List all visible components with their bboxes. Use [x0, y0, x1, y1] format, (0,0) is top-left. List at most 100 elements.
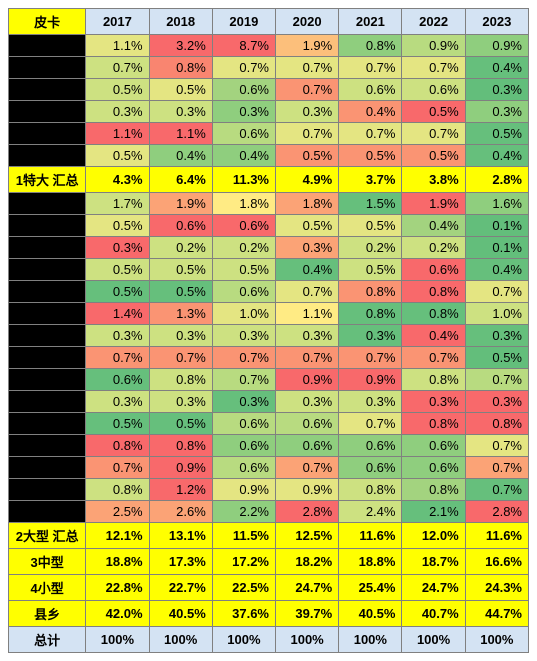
heat-cell: 0.8%: [149, 435, 212, 457]
heat-cell: 0.7%: [276, 347, 339, 369]
summary-cell: 11.6%: [339, 523, 402, 549]
heat-cell: 0.5%: [86, 145, 149, 167]
summary-label: 2大型 汇总: [9, 523, 86, 549]
heat-cell: 0.5%: [465, 123, 528, 145]
heat-cell: 0.7%: [339, 347, 402, 369]
heat-cell: 0.3%: [149, 391, 212, 413]
summary-cell: 18.8%: [339, 549, 402, 575]
heat-cell: 0.8%: [402, 479, 465, 501]
heat-cell: 1.0%: [465, 303, 528, 325]
heat-cell: 0.6%: [339, 457, 402, 479]
heat-cell: 1.1%: [149, 123, 212, 145]
heat-cell: 0.6%: [212, 215, 275, 237]
heat-cell: 0.7%: [86, 457, 149, 479]
pickup-heatmap-table: 皮卡 2017 2018 2019 2020 2021 2022 2023 1.…: [8, 8, 529, 653]
summary-cell: 22.7%: [149, 575, 212, 601]
heat-cell: 0.5%: [86, 413, 149, 435]
heat-cell: 1.1%: [86, 35, 149, 57]
heat-cell: 0.6%: [402, 79, 465, 101]
heat-cell: 0.9%: [276, 369, 339, 391]
heat-cell: 0.3%: [86, 237, 149, 259]
row-label-hidden: [9, 79, 86, 101]
heat-cell: 0.5%: [86, 281, 149, 303]
heat-cell: 0.6%: [212, 413, 275, 435]
heat-cell: 0.7%: [86, 347, 149, 369]
heat-cell: 0.7%: [339, 57, 402, 79]
heat-cell: 0.8%: [339, 303, 402, 325]
heat-cell: 1.2%: [149, 479, 212, 501]
total-cell: 100%: [339, 627, 402, 653]
heat-cell: 0.6%: [212, 457, 275, 479]
total-cell: 100%: [86, 627, 149, 653]
heat-cell: 0.8%: [402, 281, 465, 303]
summary-cell: 11.5%: [212, 523, 275, 549]
heat-cell: 0.4%: [212, 145, 275, 167]
heat-cell: 0.2%: [149, 237, 212, 259]
heat-cell: 0.7%: [276, 123, 339, 145]
table-row: 0.3%0.3%0.3%0.3%0.4%0.5%0.3%: [9, 101, 529, 123]
heat-cell: 0.7%: [276, 457, 339, 479]
table-row: 1.1%1.1%0.6%0.7%0.7%0.7%0.5%: [9, 123, 529, 145]
heat-cell: 0.8%: [149, 369, 212, 391]
heat-cell: 0.7%: [149, 347, 212, 369]
heat-cell: 0.8%: [149, 57, 212, 79]
table-row: 0.5%0.5%0.6%0.7%0.8%0.8%0.7%: [9, 281, 529, 303]
table-row: 0.3%0.2%0.2%0.3%0.2%0.2%0.1%: [9, 237, 529, 259]
total-cell: 100%: [465, 627, 528, 653]
heat-cell: 0.7%: [276, 79, 339, 101]
total-cell: 100%: [149, 627, 212, 653]
heat-cell: 0.4%: [465, 145, 528, 167]
heat-cell: 0.6%: [276, 435, 339, 457]
row-label-hidden: [9, 215, 86, 237]
heat-cell: 2.8%: [465, 501, 528, 523]
row-label-hidden: [9, 101, 86, 123]
heat-cell: 0.5%: [149, 79, 212, 101]
heat-cell: 0.6%: [276, 413, 339, 435]
heat-cell: 0.5%: [276, 215, 339, 237]
heat-cell: 0.4%: [339, 101, 402, 123]
heat-cell: 0.7%: [212, 347, 275, 369]
table-row: 1.7%1.9%1.8%1.8%1.5%1.9%1.6%: [9, 193, 529, 215]
heat-cell: 0.5%: [402, 145, 465, 167]
heat-cell: 0.8%: [402, 413, 465, 435]
heat-cell: 0.9%: [149, 457, 212, 479]
heat-cell: 0.3%: [339, 325, 402, 347]
heat-cell: 0.5%: [149, 281, 212, 303]
heat-cell: 0.2%: [339, 237, 402, 259]
heat-cell: 2.6%: [149, 501, 212, 523]
heat-cell: 0.8%: [86, 435, 149, 457]
heat-cell: 0.3%: [149, 325, 212, 347]
heat-cell: 0.6%: [212, 281, 275, 303]
rowhead-header: 皮卡: [9, 9, 86, 35]
summary-row: 2大型 汇总12.1%13.1%11.5%12.5%11.6%12.0%11.6…: [9, 523, 529, 549]
heat-cell: 3.2%: [149, 35, 212, 57]
year-2022: 2022: [402, 9, 465, 35]
heat-cell: 0.7%: [465, 457, 528, 479]
heat-cell: 0.3%: [276, 237, 339, 259]
year-2023: 2023: [465, 9, 528, 35]
heat-cell: 8.7%: [212, 35, 275, 57]
heat-cell: 0.3%: [276, 325, 339, 347]
heat-cell: 0.8%: [339, 479, 402, 501]
summary-cell: 25.4%: [339, 575, 402, 601]
table-row: 0.5%0.5%0.6%0.6%0.7%0.8%0.8%: [9, 413, 529, 435]
heat-cell: 0.7%: [465, 435, 528, 457]
heat-cell: 0.4%: [402, 215, 465, 237]
summary-cell: 12.5%: [276, 523, 339, 549]
table-row: 0.6%0.8%0.7%0.9%0.9%0.8%0.7%: [9, 369, 529, 391]
heat-cell: 0.1%: [465, 237, 528, 259]
heat-cell: 1.7%: [86, 193, 149, 215]
summary-row: 3中型18.8%17.3%17.2%18.2%18.8%18.7%16.6%: [9, 549, 529, 575]
heat-cell: 0.1%: [465, 215, 528, 237]
heat-cell: 2.5%: [86, 501, 149, 523]
row-label-hidden: [9, 57, 86, 79]
heat-cell: 0.7%: [465, 369, 528, 391]
row-label-hidden: [9, 435, 86, 457]
heat-cell: 0.8%: [339, 35, 402, 57]
row-label-hidden: [9, 193, 86, 215]
heat-cell: 2.2%: [212, 501, 275, 523]
heat-cell: 0.6%: [402, 435, 465, 457]
heat-cell: 0.6%: [212, 123, 275, 145]
summary-cell: 18.2%: [276, 549, 339, 575]
row-label-hidden: [9, 145, 86, 167]
